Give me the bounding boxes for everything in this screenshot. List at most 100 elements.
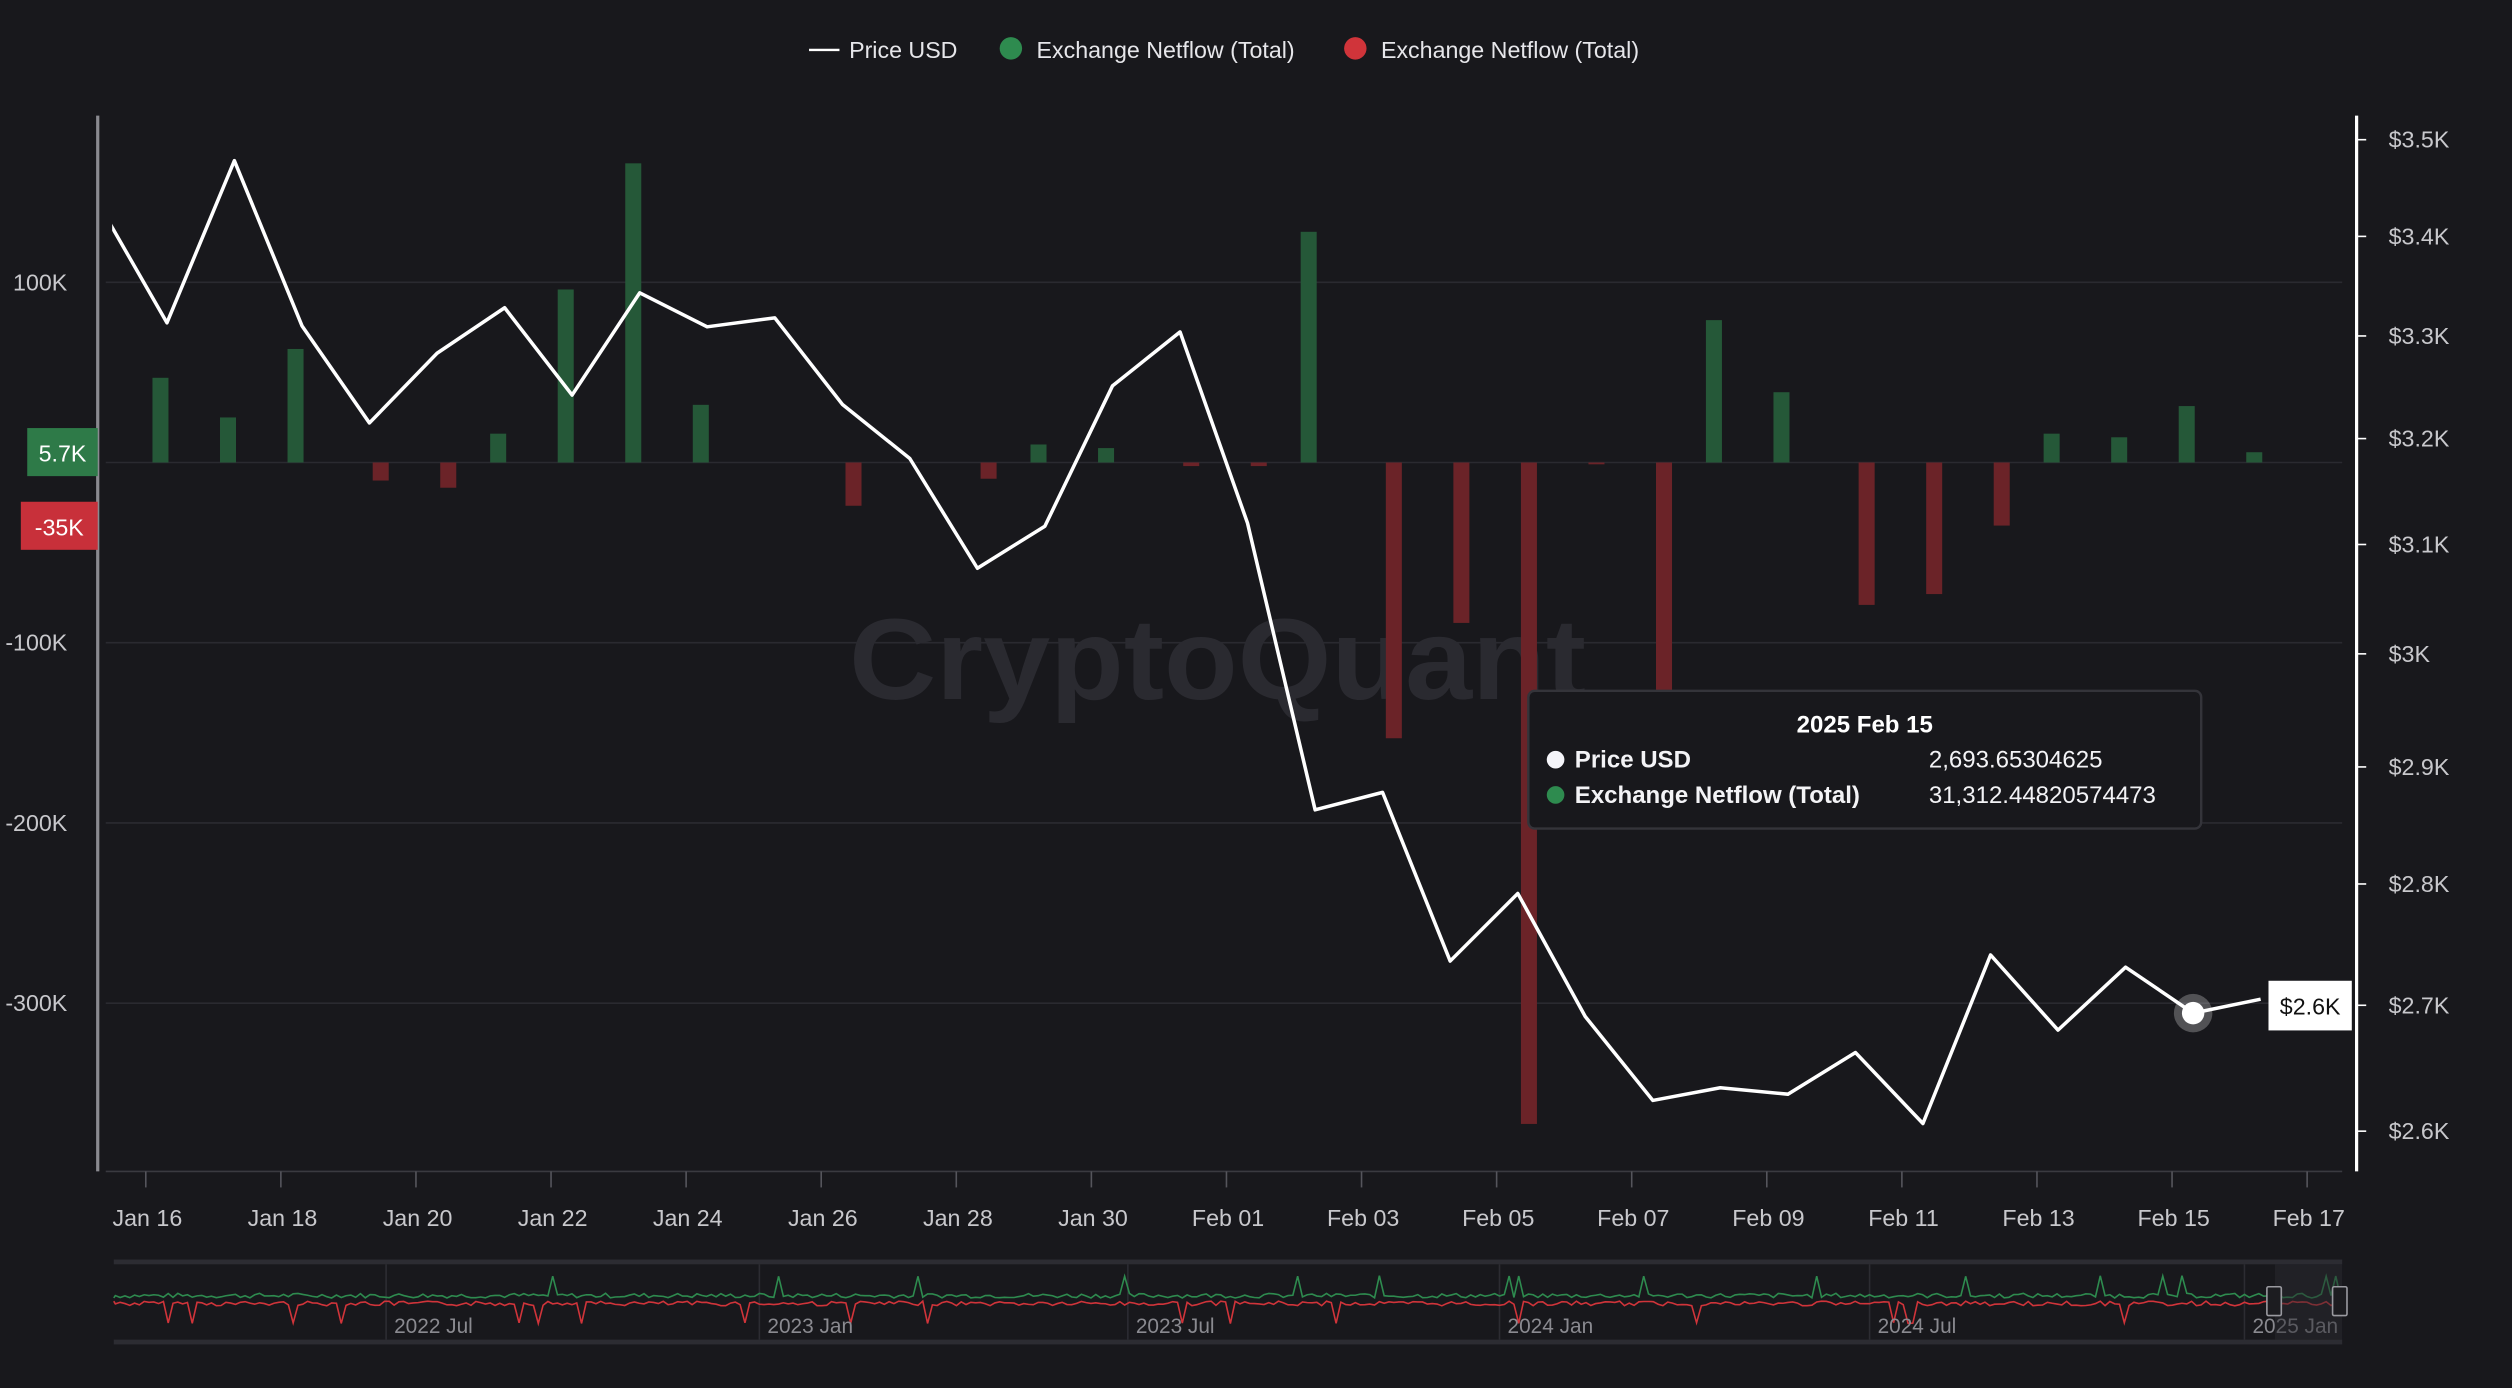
- green-dot-icon: [999, 37, 1023, 60]
- x-tick-label: Feb 11: [1868, 1205, 1939, 1231]
- left-tick-label: -100K: [5, 630, 67, 656]
- x-tick-label: Jan 24: [653, 1205, 723, 1231]
- netflow-bar-negative[interactable]: [1453, 462, 1470, 623]
- red-dot-icon: [1344, 37, 1367, 60]
- navigator-label: 2024 Jul: [1878, 1315, 1957, 1338]
- left-tick-label: 100K: [13, 269, 68, 295]
- navigator-left-handle[interactable]: [2266, 1285, 2283, 1317]
- tooltip: 2025 Feb 15 Price USD 2,693.65304625 Exc…: [1527, 689, 2203, 830]
- netflow-bar-negative[interactable]: [440, 462, 457, 488]
- netflow-bar-positive[interactable]: [1705, 320, 1722, 463]
- price-line: [112, 158, 2261, 1126]
- badge-text: 5.7K: [39, 441, 87, 467]
- navigator-label: 2023 Jan: [767, 1315, 853, 1338]
- left-axis-ticks: 100K -100K -200K -300K: [5, 269, 67, 1016]
- right-tick-label: $2.6K: [2389, 1118, 2450, 1144]
- netflow-bar-positive[interactable]: [287, 348, 304, 463]
- netflow-bar-positive[interactable]: [2111, 437, 2128, 463]
- right-tick-label: $3.4K: [2389, 223, 2450, 249]
- navigator-background: [113, 1261, 2343, 1343]
- netflow-bar-negative[interactable]: [1655, 462, 1673, 733]
- x-tick-label: Jan 26: [788, 1205, 858, 1231]
- legend-label: Price USD: [849, 37, 957, 63]
- right-tick-label: $2.9K: [2389, 754, 2450, 780]
- navigator-label: 2024 Jan: [1508, 1315, 1594, 1338]
- netflow-bar-positive[interactable]: [152, 377, 169, 463]
- x-tick-label: Jan 28: [923, 1205, 993, 1231]
- netflow-bar-positive[interactable]: [1030, 444, 1047, 463]
- netflow-bar-negative[interactable]: [1250, 462, 1267, 467]
- netflow-bar-negative[interactable]: [1993, 462, 2010, 526]
- netflow-bar-positive[interactable]: [2178, 406, 2195, 463]
- x-tick-label: Feb 01: [1192, 1205, 1264, 1231]
- navigator-selected-range[interactable]: [2274, 1264, 2343, 1340]
- netflow-bars: [152, 163, 2263, 1124]
- x-tick-label: Jan 22: [518, 1205, 588, 1231]
- x-tick-label: Feb 07: [1597, 1205, 1669, 1231]
- netflow-bar-positive[interactable]: [490, 433, 507, 463]
- netflow-bar-negative[interactable]: [1926, 462, 1943, 595]
- navigator-bottom-border: [113, 1339, 2343, 1345]
- badge-price: $2.6K: [2268, 980, 2352, 1031]
- badge-text: $2.6K: [2280, 993, 2341, 1019]
- green-dot-icon: [1546, 786, 1565, 804]
- left-tick-label: -200K: [5, 810, 67, 836]
- badge-positive: 5.7K: [27, 428, 98, 477]
- navigator-label: 2023 Jul: [1136, 1315, 1215, 1338]
- x-axis-ticks: Jan 16 Jan 18 Jan 20 Jan 22 Jan 24 Jan 26 Jan …: [113, 1171, 2345, 1231]
- netflow-bar-negative[interactable]: [845, 462, 862, 506]
- netflow-bar-positive[interactable]: [557, 289, 574, 463]
- navigator[interactable]: 2022 Jul 2023 Jan 2023 Jul 2024 Jan 2024 Jul…: [113, 1259, 2348, 1345]
- legend-item-netflow-negative[interactable]: Exchange Netflow (Total): [1344, 37, 1639, 63]
- badge-text: -35K: [35, 514, 85, 540]
- netflow-bar-negative[interactable]: [980, 462, 997, 479]
- x-tick-label: Jan 18: [248, 1205, 318, 1231]
- netflow-bar-negative[interactable]: [372, 462, 389, 481]
- x-tick-label: Feb 03: [1327, 1205, 1399, 1231]
- right-tick-label: $3K: [2389, 641, 2431, 667]
- tooltip-label: Exchange Netflow (Total): [1575, 782, 1860, 809]
- navigator-right-handle[interactable]: [2331, 1285, 2348, 1317]
- legend: Price USD Exchange Netflow (Total) Excha…: [809, 37, 1639, 63]
- netflow-bar-positive[interactable]: [2043, 433, 2060, 463]
- netflow-bar-negative[interactable]: [1183, 462, 1200, 467]
- legend-label: Exchange Netflow (Total): [1381, 37, 1639, 63]
- x-tick-label: Jan 20: [383, 1205, 453, 1231]
- x-tick-label: Feb 17: [2273, 1205, 2345, 1231]
- netflow-bar-negative[interactable]: [1588, 462, 1605, 465]
- tooltip-label: Price USD: [1575, 747, 1691, 774]
- right-tick-label: $2.7K: [2389, 992, 2450, 1018]
- x-tick-label: Feb 15: [2138, 1205, 2210, 1231]
- netflow-bar-positive[interactable]: [625, 163, 642, 463]
- hover-point[interactable]: [2181, 1001, 2205, 1025]
- tooltip-title: 2025 Feb 15: [1797, 711, 1933, 738]
- netflow-bar-positive[interactable]: [1098, 448, 1115, 463]
- x-tick-label: Feb 09: [1732, 1205, 1804, 1231]
- badge-negative: -35K: [20, 501, 98, 550]
- netflow-bar-positive[interactable]: [1300, 231, 1317, 463]
- tooltip-value: 2,693.65304625: [1929, 747, 2103, 774]
- netflow-bar-positive[interactable]: [692, 404, 709, 463]
- netflow-bar-negative[interactable]: [1385, 462, 1402, 739]
- netflow-bar-negative[interactable]: [1858, 462, 1875, 605]
- x-tick-label: Jan 30: [1058, 1205, 1128, 1231]
- navigator-label: 2022 Jul: [394, 1315, 473, 1338]
- watermark: CryptoQuant: [849, 596, 1586, 724]
- netflow-bar-positive[interactable]: [219, 417, 237, 463]
- legend-item-netflow-positive[interactable]: Exchange Netflow (Total): [999, 37, 1295, 63]
- x-tick-label: Feb 13: [2002, 1205, 2074, 1231]
- right-axis-ticks: $3.5K $3.4K $3.3K $3.2K $3.1K $3K $2.9K $2.8K $2…: [2356, 127, 2450, 1144]
- white-dot-icon: [1546, 750, 1565, 769]
- legend-label: Exchange Netflow (Total): [1037, 37, 1295, 63]
- netflow-bar-positive[interactable]: [2246, 452, 2263, 463]
- right-tick-label: $3.1K: [2389, 531, 2450, 557]
- legend-item-price[interactable]: Price USD: [809, 37, 957, 63]
- netflow-bar-positive[interactable]: [1773, 392, 1790, 463]
- navigator-series-negative: [113, 1299, 2341, 1327]
- tooltip-value: 31,312.44820574473: [1929, 782, 2156, 809]
- navigator-series-positive: [113, 1272, 2342, 1300]
- x-tick-label: Feb 05: [1462, 1205, 1534, 1231]
- price-line-group: [112, 158, 2261, 1126]
- x-tick-label: Jan 16: [113, 1205, 183, 1231]
